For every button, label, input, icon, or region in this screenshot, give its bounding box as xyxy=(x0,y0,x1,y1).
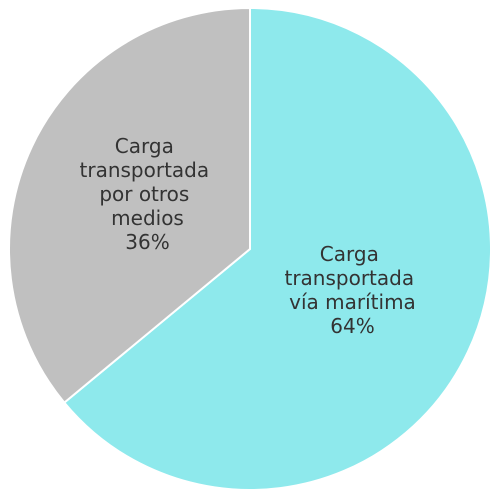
slice-label: Carga transportada vía marítima xyxy=(284,242,420,314)
pie-slice xyxy=(62,6,491,490)
slice-value-label: 64% xyxy=(330,314,374,338)
slice-label: Carga transportada por otros medios xyxy=(80,134,216,230)
pie-slice xyxy=(8,6,251,405)
slice-value-label: 36% xyxy=(125,230,169,254)
